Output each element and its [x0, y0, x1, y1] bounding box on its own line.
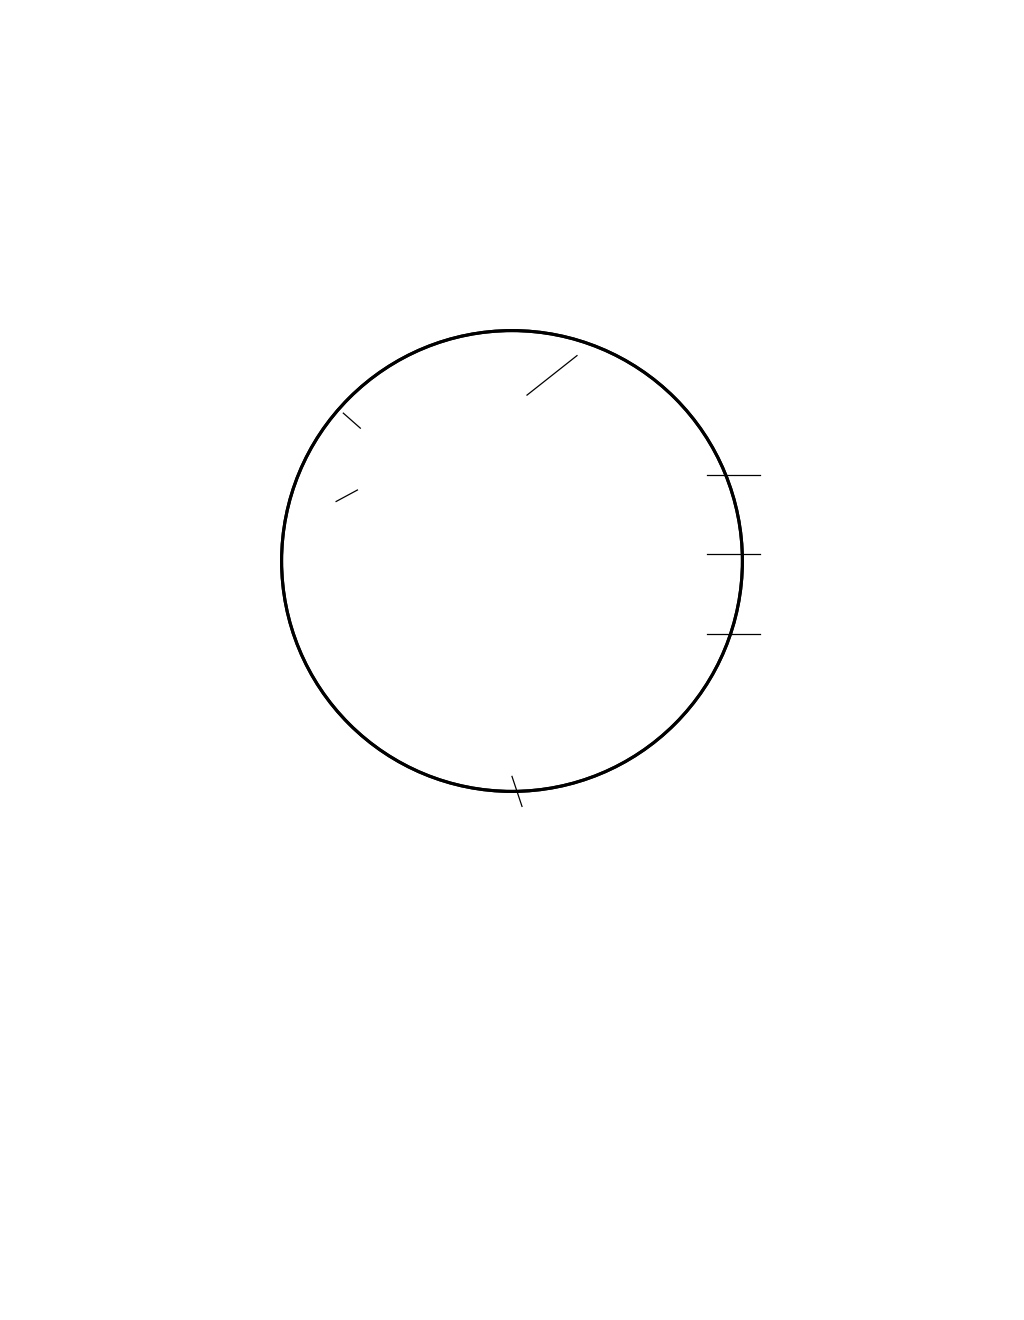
Polygon shape	[317, 614, 707, 653]
Polygon shape	[543, 475, 707, 614]
Text: 130: 130	[764, 627, 793, 640]
Text: 150: 150	[764, 548, 793, 561]
Text: 130R: 130R	[482, 826, 521, 841]
Polygon shape	[481, 284, 543, 653]
Text: 170: 170	[764, 469, 793, 482]
Polygon shape	[317, 455, 481, 495]
Polygon shape	[487, 284, 537, 647]
Text: May 8, 2014   Sheet 6 of 13: May 8, 2014 Sheet 6 of 13	[390, 63, 582, 77]
Text: P: P	[318, 490, 328, 503]
Polygon shape	[487, 647, 537, 653]
Polygon shape	[537, 284, 543, 653]
Text: US 2014/0124836 A1: US 2014/0124836 A1	[710, 63, 858, 77]
Text: Patent Application Publication: Patent Application Publication	[80, 63, 296, 77]
Polygon shape	[543, 455, 707, 495]
Polygon shape	[317, 475, 481, 614]
Text: 【FIG. 6】: 【FIG. 6】	[115, 230, 185, 244]
Text: A: A	[327, 403, 337, 417]
Text: 163: 163	[579, 337, 607, 351]
Polygon shape	[481, 284, 487, 653]
